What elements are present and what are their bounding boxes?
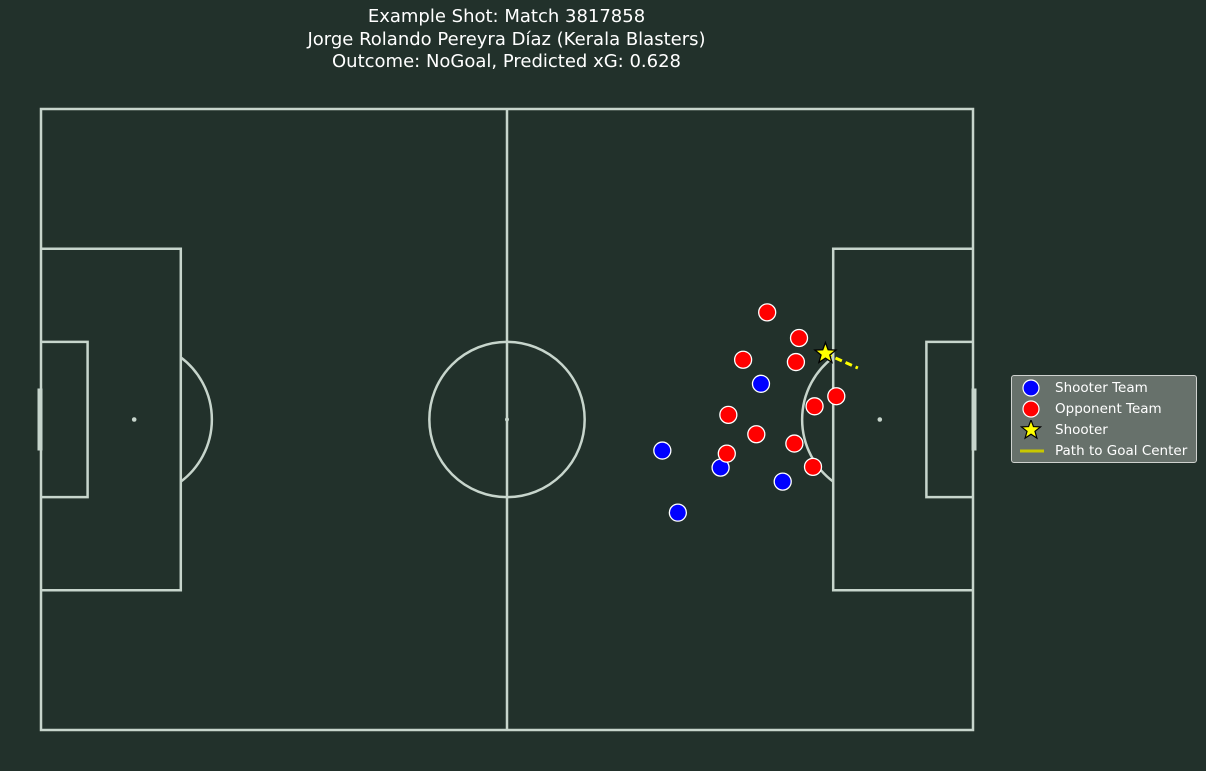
legend-label-shooter-team: Shooter Team — [1055, 380, 1148, 396]
opponent-player-5 — [827, 387, 846, 406]
shooter-team-player-2 — [668, 503, 688, 522]
opponent-player-1 — [758, 303, 777, 322]
title-outcome: Outcome: NoGoal, Predicted xG: 0.628 — [332, 51, 681, 72]
path-to-goal-line — [824, 352, 859, 370]
yellow-line-icon — [1020, 449, 1044, 453]
yellow-star-icon — [1020, 420, 1043, 440]
left-penalty-area — [41, 247, 183, 592]
left-penalty-arc — [180, 356, 214, 483]
figure-title: Example Shot: Match 3817858 Jorge Roland… — [0, 6, 1013, 74]
shooter-star — [813, 340, 838, 364]
right-penalty-area — [831, 247, 973, 592]
legend-label-path: Path to Goal Center — [1055, 443, 1188, 459]
left-penalty-spot — [131, 417, 137, 422]
left-six-yard-box — [41, 340, 89, 499]
blue-circle-icon — [1022, 379, 1040, 397]
opponent-player-11 — [803, 457, 823, 477]
legend-label-shooter: Shooter — [1055, 422, 1108, 438]
center-spot — [505, 417, 509, 422]
opponent-player-4 — [786, 352, 806, 372]
center-circle — [428, 340, 586, 499]
legend-item-shooter-team: Shooter Team — [1012, 378, 1196, 398]
opponent-player-3 — [733, 350, 753, 369]
legend-item-path: Path to Goal Center — [1012, 441, 1196, 461]
legend-item-opponent-team: Opponent Team — [1012, 399, 1196, 419]
title-match: Example Shot: Match 3817858 — [367, 6, 646, 27]
shooter-team-player-1 — [653, 441, 672, 460]
red-circle-icon — [1022, 400, 1040, 418]
opponent-player-6 — [719, 405, 738, 424]
opponent-player-9 — [785, 434, 804, 453]
legend: Shooter Team Opponent Team Shooter Path … — [1011, 375, 1197, 463]
legend-item-shooter: Shooter — [1012, 420, 1196, 440]
right-six-yard-box — [925, 340, 973, 499]
opponent-player-10 — [717, 444, 736, 463]
title-player: Jorge Rolando Pereyra Díaz (Kerala Blast… — [307, 28, 706, 50]
opponent-player-8 — [747, 425, 766, 444]
shooter-team-player-5 — [773, 472, 792, 491]
opponent-player-7 — [805, 397, 824, 416]
legend-label-opponent-team: Opponent Team — [1055, 401, 1162, 417]
right-penalty-spot — [877, 417, 883, 422]
opponent-player-2 — [789, 328, 809, 348]
shooter-team-player-4 — [751, 374, 771, 393]
